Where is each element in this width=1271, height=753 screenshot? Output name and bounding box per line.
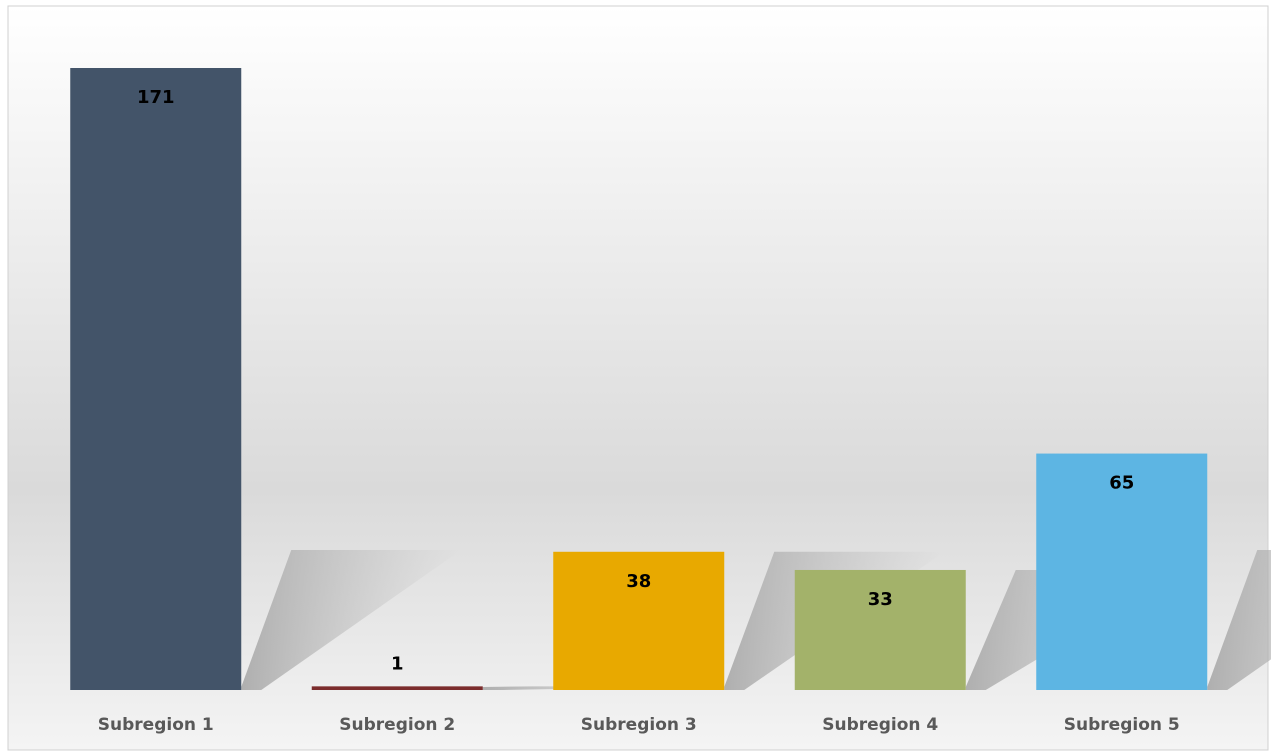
value-label: 65 [1109,473,1134,494]
bar [311,686,483,690]
bar [1036,453,1208,690]
value-label: 171 [137,87,175,108]
x-tick-label: Subregion 5 [1064,715,1180,735]
bar-shadow [1207,550,1271,690]
bar-shadow [241,550,462,690]
value-label: 38 [626,571,651,592]
bar [70,68,242,690]
value-label: 33 [868,589,893,610]
value-label: 1 [391,653,404,674]
x-tick-label: Subregion 2 [339,715,455,735]
x-tick-label: Subregion 3 [581,715,697,735]
x-tick-label: Subregion 1 [98,715,214,735]
bar [794,569,966,690]
bar [553,551,725,690]
x-tick-label: Subregion 4 [822,715,938,735]
